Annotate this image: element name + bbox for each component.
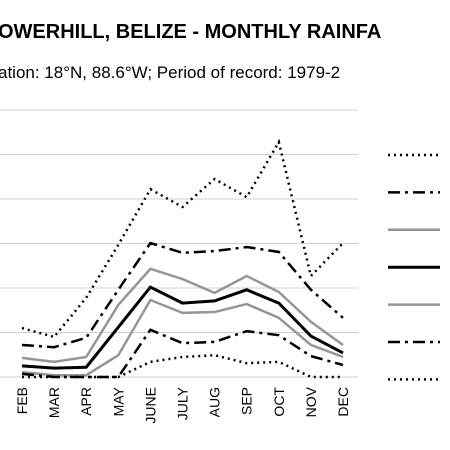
series-line [21, 285, 344, 370]
x-tick-label: MAR [46, 387, 62, 418]
series-line [21, 138, 344, 339]
x-tick-label: AUG [207, 387, 223, 417]
x-tick-label: APR [78, 387, 94, 416]
series-line [21, 267, 344, 364]
x-tick-label: OCT [271, 387, 287, 417]
chart-subtitle: ation: 18°N, 88.6°W; Period of record: 1… [0, 63, 340, 82]
x-tick-label: NOV [303, 386, 319, 417]
x-tick-label: DEC [335, 387, 351, 417]
x-tick-label: JULY [175, 386, 191, 420]
x-tick-label: FEB [14, 387, 30, 414]
series-line [21, 241, 344, 349]
series-line [21, 328, 344, 379]
series-line [21, 298, 344, 377]
x-tick-label: MAY [110, 386, 126, 416]
chart-title: OWERHILL, BELIZE - MONTHLY RAINFA [0, 21, 381, 43]
x-tick-label: JUNE [142, 387, 158, 424]
x-tick-label: SEP [239, 387, 255, 415]
